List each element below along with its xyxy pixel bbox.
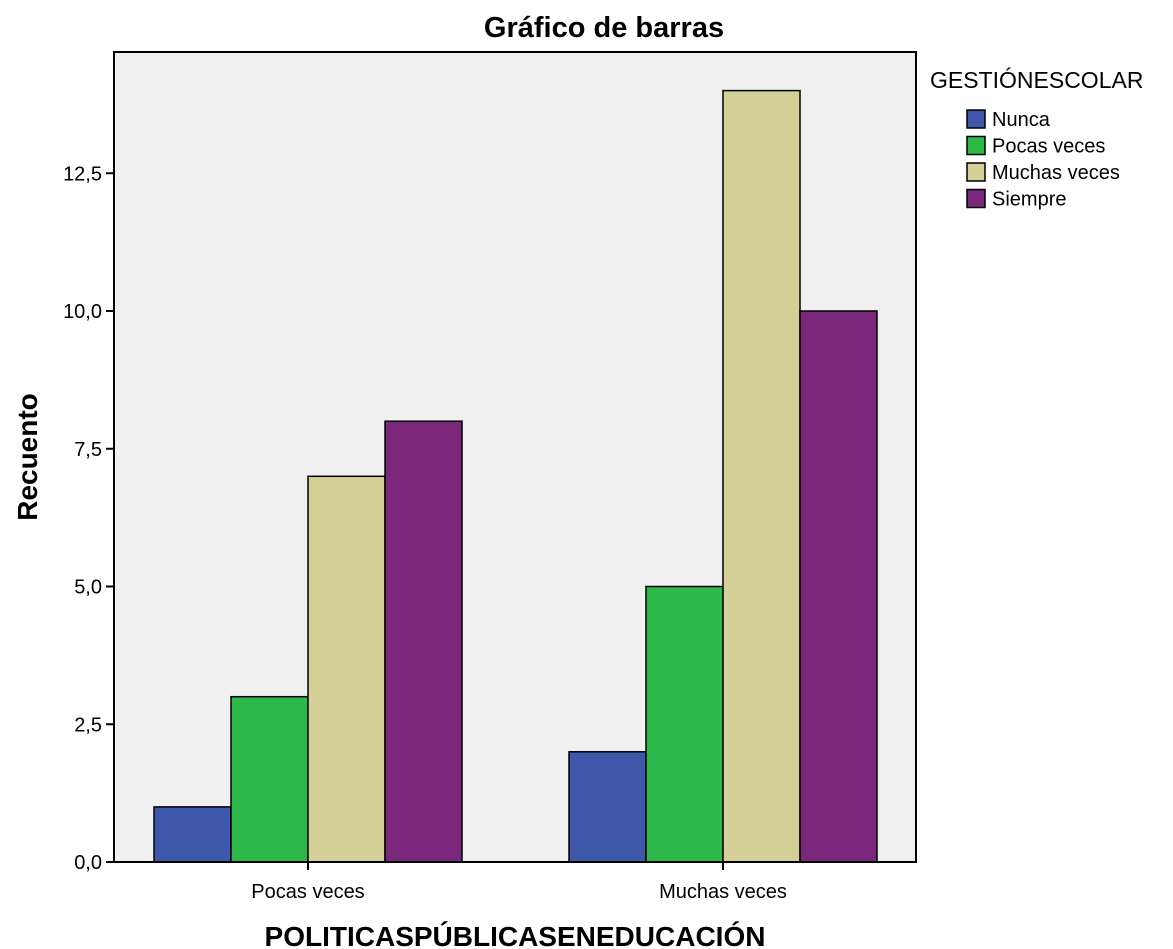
bar-muchas-veces-pocas-veces [645, 585, 724, 863]
bars-group [153, 89, 878, 863]
bar-pocas-veces-nunca [153, 806, 232, 863]
bar-muchas-veces-nunca [568, 751, 647, 863]
legend-label: Muchas veces [992, 162, 1120, 184]
plot-frame [113, 51, 917, 863]
x-tick-label: Pocas veces [251, 881, 364, 903]
legend-label: Siempre [992, 189, 1066, 211]
chart-title: Gráfico de barras [484, 12, 724, 44]
bar-muchas-veces-muchas-veces [722, 89, 801, 863]
y-axis-title: Recuento [12, 393, 43, 521]
y-tick-label: 0,0 [74, 852, 102, 874]
x-axis: Pocas veces Muchas veces [251, 862, 787, 903]
bar-pocas-veces-muchas-veces [307, 475, 386, 863]
legend-swatch [966, 109, 986, 129]
x-axis-title: POLITICASPÚBLICASENEDUCACIÓN [265, 921, 766, 949]
y-tick-label: 5,0 [74, 577, 102, 599]
x-tick-label: Muchas veces [659, 881, 787, 903]
legend-swatch [966, 162, 986, 182]
legend-label: Nunca [992, 109, 1051, 131]
legend-title: GESTIÓNESCOLAR [930, 67, 1143, 93]
y-axis: 0,0 2,5 5,0 7,5 10,0 12,5 [63, 163, 114, 874]
y-tick-label: 7,5 [74, 439, 102, 461]
bar-muchas-veces-siempre [799, 310, 878, 863]
y-tick-label: 2,5 [74, 714, 102, 736]
y-tick-label: 10,0 [63, 301, 102, 323]
y-tick-label: 12,5 [63, 163, 102, 185]
legend-label: Pocas veces [992, 136, 1105, 158]
legend-swatch [966, 135, 986, 156]
legend: GESTIÓNESCOLAR Nunca Pocas veces Muchas ve… [930, 67, 1143, 211]
bar-pocas-veces-siempre [384, 420, 463, 863]
bar-pocas-veces-pocas-veces [230, 695, 309, 863]
legend-swatch [966, 188, 986, 209]
